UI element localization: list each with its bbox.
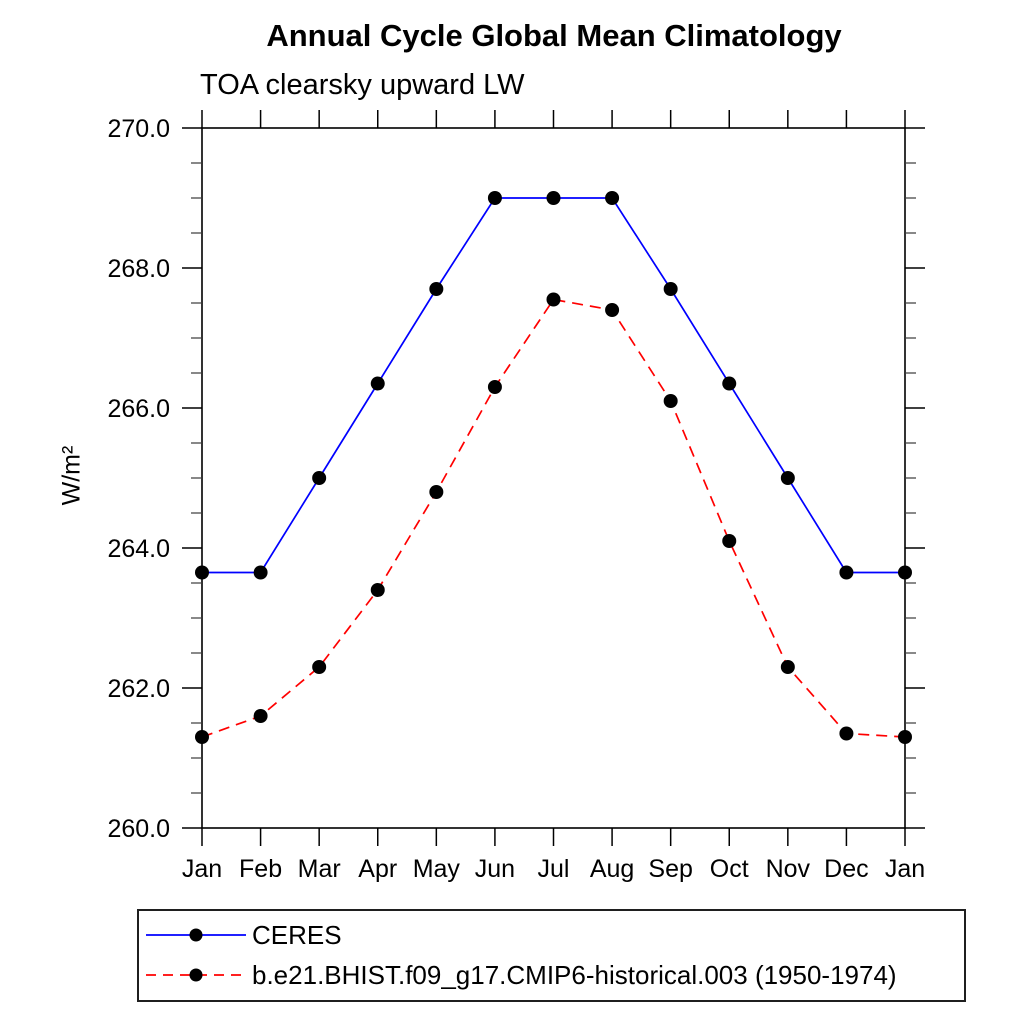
data-point-marker	[253, 565, 268, 580]
chart-subtitle: TOA clearsky upward LW	[200, 69, 525, 101]
data-point-marker	[780, 471, 795, 485]
data-point-marker	[370, 376, 385, 391]
y-tick-label: 268.0	[107, 255, 170, 283]
data-point-marker	[663, 282, 678, 296]
y-tick-label: 266.0	[107, 395, 170, 423]
data-point-marker	[605, 303, 620, 317]
data-point-marker	[546, 292, 561, 307]
data-point-marker	[487, 380, 502, 394]
month-label: Dec	[824, 855, 868, 883]
x-tick-labels: Jan Feb Mar Apr May Jun Jul Aug Sep Oct Nov Dec Jan	[182, 855, 925, 883]
data-point-marker	[722, 534, 737, 548]
y-minor-ticks	[191, 162, 916, 794]
series-model	[195, 292, 912, 744]
data-point-marker	[312, 660, 327, 674]
data-point-marker	[663, 394, 678, 408]
month-label: Aug	[590, 855, 634, 883]
data-point-marker	[195, 565, 209, 580]
y-tick-label: 260.0	[107, 815, 170, 843]
y-tick-labels: 270.0 268.0 266.0 264.0 262.0 260.0	[107, 115, 170, 843]
chart-title: Annual Cycle Global Mean Climatology	[266, 18, 842, 53]
data-point-marker	[898, 730, 912, 744]
data-point-marker	[370, 583, 385, 597]
data-point-marker	[722, 376, 737, 391]
data-point-marker	[898, 565, 912, 580]
month-label: Jul	[538, 855, 570, 883]
y-tick-label: 264.0	[107, 535, 170, 563]
x-ticks	[201, 110, 906, 846]
legend-label-ceres: CERES	[252, 919, 342, 950]
month-label: Jun	[475, 855, 515, 883]
ceres-marker-icon	[189, 928, 203, 942]
month-label: May	[413, 855, 461, 883]
series-line	[201, 298, 906, 738]
model-line-sample	[146, 968, 246, 982]
data-point-marker	[487, 191, 502, 205]
month-label: Sep	[648, 855, 692, 883]
data-point-marker	[312, 471, 327, 485]
month-label: Jan	[182, 855, 222, 883]
data-point-marker	[605, 191, 620, 205]
data-point-marker	[839, 726, 854, 741]
y-tick-label: 262.0	[107, 675, 170, 703]
series-ceres	[195, 191, 912, 580]
legend-item-model: b.e21.BHIST.f09_g17.CMIP6-historical.003…	[144, 958, 897, 992]
month-label: Nov	[766, 855, 811, 883]
month-label: Feb	[239, 855, 282, 883]
ceres-line-sample	[146, 928, 246, 942]
month-label: Oct	[710, 855, 749, 883]
data-point-marker	[429, 485, 444, 499]
data-point-marker	[839, 565, 854, 580]
data-point-marker	[546, 191, 561, 205]
data-point-marker	[253, 709, 268, 723]
plot-frame	[201, 127, 906, 829]
month-label: Apr	[358, 855, 397, 883]
y-tick-label: 270.0	[107, 115, 170, 143]
y-major-ticks	[182, 127, 925, 829]
data-point-marker	[780, 660, 795, 674]
month-label: Jan	[885, 855, 925, 883]
data-point-marker	[429, 282, 444, 296]
month-label: Mar	[298, 855, 341, 883]
series-line	[202, 197, 905, 574]
legend-box: CERES b.e21.BHIST.f09_g17.CMIP6-historic…	[137, 909, 966, 1002]
model-marker-icon	[189, 968, 203, 982]
legend-label-model: b.e21.BHIST.f09_g17.CMIP6-historical.003…	[252, 959, 897, 990]
data-point-marker	[195, 730, 209, 744]
legend-item-ceres: CERES	[144, 918, 342, 952]
